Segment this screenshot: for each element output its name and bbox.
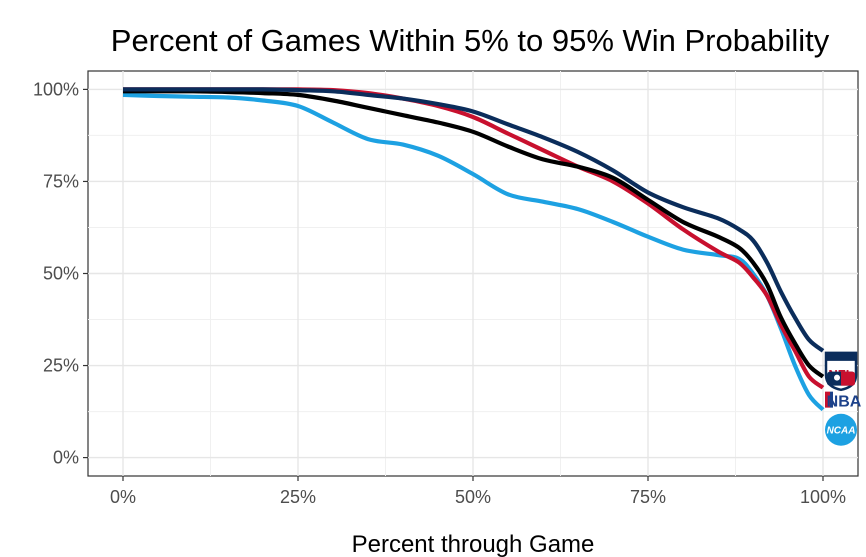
plot-area: NFLNBANCAA xyxy=(87,70,862,477)
logo-label: NCAA xyxy=(827,426,856,437)
y-tick-label: 100% xyxy=(33,79,79,99)
league-logos: NFLNBANCAA xyxy=(824,351,862,446)
x-tick-label: 25% xyxy=(280,487,316,507)
series-lines xyxy=(122,87,825,412)
x-axis-title: Percent through Game xyxy=(352,531,595,557)
x-tick-label: 75% xyxy=(630,487,666,507)
y-tick-label: 50% xyxy=(43,264,79,284)
logo-label: NBA xyxy=(827,394,862,411)
logo-nba: NBA xyxy=(825,391,862,411)
grid-lines xyxy=(88,71,858,476)
logo-ncaa: NCAA xyxy=(825,413,857,446)
x-tick-label: 0% xyxy=(110,487,136,507)
x-tick-label: 100% xyxy=(800,487,846,507)
x-tick-label: 50% xyxy=(455,487,491,507)
chart-title: Percent of Games Within 5% to 95% Win Pr… xyxy=(111,23,830,58)
y-tick-label: 0% xyxy=(53,448,79,468)
y-tick-label: 75% xyxy=(43,171,79,191)
y-tick-label: 25% xyxy=(43,356,79,376)
axis-ticks: 0% 25% 50% 75% 100% 0% 25% 50% 75% 100% xyxy=(33,79,846,507)
series-line-nfl xyxy=(123,87,825,353)
logo-mlb xyxy=(827,371,855,386)
series-line-mlb xyxy=(123,89,825,379)
